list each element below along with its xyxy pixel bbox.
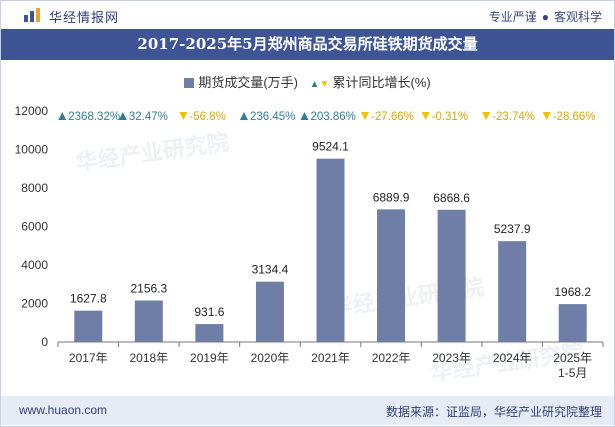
tagline-left: 专业严谨 xyxy=(488,10,537,24)
growth-label: -23.74% xyxy=(492,111,535,123)
x-tick-label: 2019年 xyxy=(190,351,229,365)
legend-triangle-up-icon: ▲ xyxy=(309,79,320,90)
bar xyxy=(498,241,527,342)
legend-label-growth: 累计同比增长(%) xyxy=(332,75,431,90)
bar xyxy=(195,324,224,342)
y-tick-label: 4000 xyxy=(21,258,48,272)
tagline-right: 客观科学 xyxy=(553,10,602,24)
x-tick-label: 2022年 xyxy=(372,351,411,365)
growth-down-triangle-icon xyxy=(179,112,188,120)
growth-up-triangle-icon xyxy=(118,112,127,120)
brand-logo-icon xyxy=(24,8,40,22)
growth-label: -0.31% xyxy=(432,111,468,123)
chart-legend: 期货成交量(万手) ▲▼ 累计同比增长(%) xyxy=(0,72,615,91)
header-bar: 华经情报网 专业严谨 ● 客观科学 xyxy=(1,1,614,29)
growth-down-triangle-icon xyxy=(482,112,491,120)
x-tick-label: 2023年 xyxy=(432,351,471,365)
bar-value-label: 1627.8 xyxy=(70,292,107,306)
growth-label: -56.8% xyxy=(189,111,225,123)
y-tick-label: 12000 xyxy=(15,104,49,118)
growth-down-triangle-icon xyxy=(361,112,370,120)
bar-value-label: 931.6 xyxy=(194,305,224,319)
x-tick-label: 2020年 xyxy=(251,351,290,365)
legend-triangle-down-icon: ▼ xyxy=(319,79,330,90)
tagline-dot-icon: ● xyxy=(541,10,549,24)
footer-source: 数据来源：证监局，华经产业研究院整理 xyxy=(385,405,602,419)
bar-value-label: 5237.9 xyxy=(494,222,531,236)
bar xyxy=(316,158,345,342)
x-tick-label: 2025年 xyxy=(553,351,592,365)
growth-label: 203.86% xyxy=(311,111,356,123)
bar-value-label: 6868.6 xyxy=(433,191,470,205)
growth-label: 2368.32% xyxy=(68,111,120,123)
bar-value-label: 9524.1 xyxy=(312,140,349,154)
x-tick-label: 2018年 xyxy=(129,351,168,365)
y-tick-label: 8000 xyxy=(21,181,48,195)
growth-label: 32.47% xyxy=(129,111,168,123)
footer-bar: www.huaon.com 数据来源：证监局，华经产业研究院整理 xyxy=(1,396,614,425)
legend-item-growth: ▲▼ 累计同比增长(%) xyxy=(310,72,431,91)
y-tick-label: 2000 xyxy=(21,297,48,311)
x-tick-label: 2021年 xyxy=(311,351,350,365)
bar-value-label: 3134.4 xyxy=(252,263,289,277)
footer-site: www.huaon.com xyxy=(19,403,108,417)
bar xyxy=(74,310,103,342)
bar xyxy=(255,281,284,342)
bar-value-label: 6889.9 xyxy=(373,190,410,204)
bar-value-label: 2156.3 xyxy=(130,281,167,295)
legend-label-volume: 期货成交量(万手) xyxy=(198,75,298,90)
growth-label: -28.66% xyxy=(553,111,596,123)
brand-name: 华经情报网 xyxy=(49,10,120,25)
y-tick-label: 10000 xyxy=(15,143,49,157)
legend-item-volume: 期货成交量(万手) xyxy=(184,72,298,91)
growth-up-triangle-icon xyxy=(58,112,67,120)
growth-up-triangle-icon xyxy=(239,112,248,120)
x-tick-label: 2017年 xyxy=(69,351,108,365)
growth-down-triangle-icon xyxy=(542,112,551,120)
bar xyxy=(134,300,163,342)
y-tick-label: 0 xyxy=(41,335,48,349)
bar xyxy=(558,304,587,342)
x-tick-label: 1-5月 xyxy=(558,366,587,380)
chart-title: 2017-2025年5月郑州商品交易所硅铁期货成交量 xyxy=(1,29,614,60)
bar xyxy=(437,209,466,342)
tagline: 专业严谨 ● 客观科学 xyxy=(489,8,602,25)
growth-label: 236.45% xyxy=(250,111,295,123)
y-tick-label: 6000 xyxy=(21,220,48,234)
growth-down-triangle-icon xyxy=(421,112,430,120)
bar xyxy=(377,209,406,342)
growth-up-triangle-icon xyxy=(300,112,309,120)
x-tick-label: 2024年 xyxy=(493,351,532,365)
legend-bar-swatch-icon xyxy=(184,78,195,88)
growth-label: -27.66% xyxy=(371,111,414,123)
bar-value-label: 1968.2 xyxy=(554,285,591,299)
